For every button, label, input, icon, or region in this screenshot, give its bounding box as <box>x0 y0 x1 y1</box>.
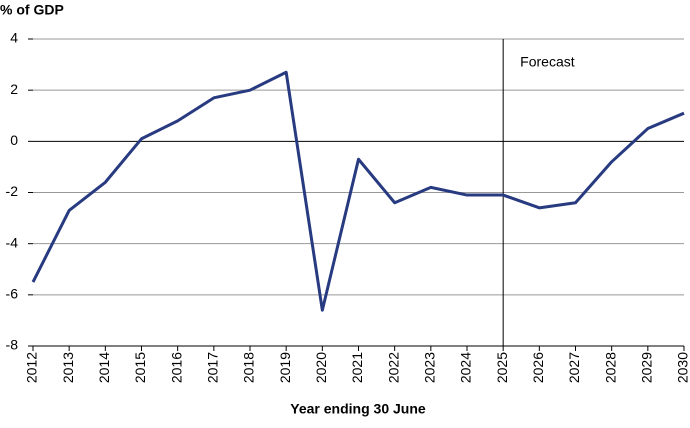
x-tick-label: 2022 <box>385 352 401 383</box>
x-tick-label: 2014 <box>96 352 112 383</box>
y-tick-label: 2 <box>10 81 18 97</box>
y-tick-label: 4 <box>10 30 18 46</box>
x-tick-label: 2019 <box>277 352 293 383</box>
x-tick-label: 2029 <box>639 352 655 383</box>
x-tick-label: 2015 <box>132 352 148 383</box>
y-tick-label: -4 <box>6 234 19 250</box>
x-tick-label: 2017 <box>205 352 221 383</box>
x-tick-label: 2027 <box>566 352 582 383</box>
x-tick-label: 2013 <box>60 352 76 383</box>
y-axis-label: % of GDP <box>0 2 64 18</box>
line-series <box>31 70 685 312</box>
x-tick-label: 2024 <box>458 352 474 383</box>
x-axis-label: Year ending 30 June <box>290 401 426 417</box>
x-tick-label: 2030 <box>675 352 690 383</box>
annotation: Forecast <box>520 54 575 70</box>
x-tick-label: 2023 <box>422 352 438 383</box>
x-tick-label: 2016 <box>168 352 184 383</box>
x-tick-label: 2025 <box>494 352 510 383</box>
x-tick-label: 2020 <box>313 352 329 383</box>
y-tick-label: 0 <box>10 132 18 148</box>
x-tick-label: 2018 <box>241 352 257 383</box>
x-tick-label: 2012 <box>24 352 40 383</box>
y-tick-label: -2 <box>6 183 19 199</box>
x-tick-label: 2026 <box>530 352 546 383</box>
y-tick-label: -6 <box>6 286 19 302</box>
x-tick-label: 2021 <box>349 352 365 383</box>
y-tick-label: -8 <box>6 337 19 353</box>
x-tick-label: 2028 <box>602 352 618 383</box>
